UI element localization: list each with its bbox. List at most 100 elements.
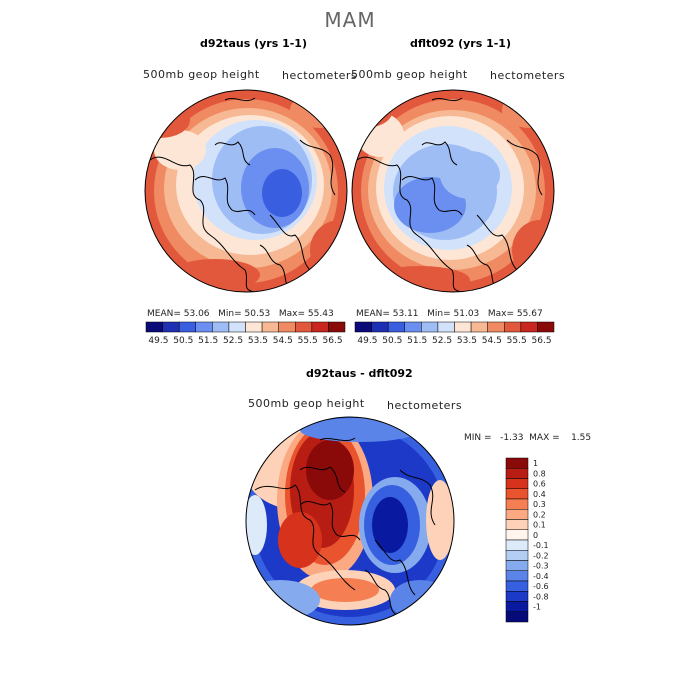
diff-colorbar-swatch: [505, 611, 529, 623]
panel2-map-border: [351, 89, 555, 293]
panel2-colorbar-swatch: [470, 321, 488, 333]
diff-title: d92taus - dflt092: [306, 367, 413, 380]
panel1-colorbar-tick-label: 50.5: [173, 336, 193, 346]
diff-colorbar: 10.8 0.60.40.30.2 0.10-0.1-0.2 -0.3-0.4-0.6…: [505, 457, 549, 623]
diff-colorbar-swatch: [505, 529, 529, 541]
diff-colorbar-swatch: [505, 580, 529, 592]
diff-colorbar-swatch: [505, 498, 529, 510]
panel1-colorbar: 49.5 50.5 51.5 52.5 53.5 54.5 55.5 56.5: [145, 321, 346, 346]
panel2-variable: 500mb geop height: [351, 68, 468, 81]
diff-colorbar-tick-label: 0.2: [533, 510, 546, 519]
panel2-min-value: 51.03: [453, 309, 480, 319]
panel1-colorbar-tick-label: 56.5: [323, 336, 343, 346]
panel2-colorbar-swatch: [454, 321, 472, 333]
panel2-colorbar-swatch: [354, 321, 372, 333]
panel1-colorbar-swatch: [195, 321, 213, 333]
panel1-colorbar-swatch: [245, 321, 263, 333]
panel2-max-value: 55.67: [516, 309, 543, 319]
panel2-colorbar-tick-label: 54.5: [482, 336, 502, 346]
panel2-colorbar-tick-label: 50.5: [382, 336, 402, 346]
panel1-colorbar-swatch: [261, 321, 279, 333]
panel1-colorbar-tick-label: 55.5: [298, 336, 318, 346]
diff-colorbar-swatch: [505, 509, 529, 520]
panel1-min-value: 50.53: [244, 309, 271, 319]
panel1-mean-value: 53.06: [183, 309, 210, 319]
panel2-colorbar-swatch: [437, 321, 455, 333]
panel1-colorbar-swatch: [278, 321, 296, 333]
panel2-colorbar-tick-label: 56.5: [532, 336, 552, 346]
panel2-colorbar-swatch: [537, 321, 555, 333]
panel1-colorbar-tick-label: 49.5: [148, 336, 168, 346]
panel1-units: hectometers: [282, 69, 358, 82]
panel2-map: [352, 90, 554, 292]
diff-colorbar-tick-label: -0.8: [533, 592, 549, 601]
diff-colorbar-swatch: [505, 478, 529, 489]
diff-units: hectometers: [387, 399, 463, 412]
panel2-colorbar-swatch: [371, 321, 389, 333]
panel1-max-label: Max=: [278, 309, 306, 319]
diff-colorbar-tick-label: -0.3: [533, 562, 549, 571]
diff-colorbar-tick-label: 0: [533, 531, 538, 540]
diff-stats: MIN = -1.33 MAX = 1.55: [464, 433, 592, 443]
panel1-colorbar-swatch: [145, 321, 163, 333]
diff-variable: 500mb geop height: [248, 397, 365, 410]
panel1-variable: 500mb geop height: [143, 68, 260, 81]
diff-colorbar-swatch: [505, 468, 529, 479]
panel2-colorbar-swatch: [520, 321, 538, 333]
panel2-mean-value: 53.11: [392, 309, 419, 319]
diff-colorbar-swatch: [505, 488, 529, 500]
diff-colorbar-swatch: [505, 550, 529, 561]
diff-colorbar-swatch: [505, 539, 529, 551]
panel2-colorbar-swatch: [387, 321, 405, 333]
diff-colorbar-tick-label: 0.6: [533, 480, 546, 489]
diff-colorbar-swatch: [505, 560, 529, 571]
diff-colorbar-tick-label: 0.4: [533, 490, 546, 499]
diff-colorbar-tick-label: 1: [533, 459, 538, 468]
panel1-colorbar-tick-label: 54.5: [273, 336, 293, 346]
panel2-colorbar-swatch: [404, 321, 422, 333]
panel1-colorbar-swatch: [328, 321, 346, 333]
diff-colorbar-swatch: [505, 601, 529, 612]
panel2-max-label: Max=: [487, 309, 515, 319]
diff-colorbar-swatch: [505, 519, 529, 530]
panel2-colorbar-swatch: [504, 321, 522, 333]
diff-map: [246, 417, 454, 625]
panel1-map: [145, 90, 347, 292]
diff-map-border: [245, 416, 455, 626]
panel2-colorbar-swatch: [421, 321, 439, 333]
panel1-colorbar-swatch: [162, 321, 180, 333]
panel1-colorbar-swatch: [228, 321, 246, 333]
panel2-colorbar-tick-label: 55.5: [507, 336, 527, 346]
panel1-mean-label: MEAN=: [147, 309, 181, 319]
panel2-title: dflt092 (yrs 1-1): [410, 37, 511, 50]
panel1-min-label: Min=: [218, 309, 242, 319]
panel2-units: hectometers: [490, 69, 566, 82]
diff-colorbar-tick-label: -0.1: [533, 541, 549, 550]
panel2-colorbar-swatch: [487, 321, 505, 333]
panel1-colorbar-swatch: [295, 321, 313, 333]
panel1-colorbar-tick-label: 53.5: [248, 336, 268, 346]
diff-colorbar-swatch: [505, 457, 529, 469]
diff-colorbar-tick-label: -0.4: [533, 572, 549, 581]
panel2-colorbar: 49.5 50.5 51.5 52.5 53.5 54.5 55.5 56.5: [354, 321, 555, 346]
diff-colorbar-tick-label: 0.3: [533, 500, 546, 509]
diff-colorbar-tick-label: -1: [533, 603, 541, 612]
panel1-max-value: 55.43: [307, 309, 334, 319]
panel2-colorbar-tick-label: 53.5: [457, 336, 477, 346]
panel2-colorbar-tick-label: 49.5: [357, 336, 377, 346]
panel2-colorbar-tick-label: 51.5: [407, 336, 427, 346]
panel2-mean-label: MEAN=: [356, 309, 390, 319]
diff-colorbar-tick-label: -0.6: [533, 582, 549, 591]
panel2-stats: MEAN= 53.11 Min= 51.03 Max= 55.67: [356, 309, 543, 319]
panel2-colorbar-tick-label: 52.5: [432, 336, 452, 346]
panel1-title: d92taus (yrs 1-1): [200, 37, 307, 50]
panel1-colorbar-tick-label: 52.5: [223, 336, 243, 346]
panel1-stats: MEAN= 53.06 Min= 50.53 Max= 55.43: [147, 309, 334, 319]
diff-colorbar-tick-label: -0.2: [533, 551, 549, 560]
panel1-colorbar-tick-label: 51.5: [198, 336, 218, 346]
season-title: MAM: [324, 8, 376, 32]
panel1-colorbar-swatch: [212, 321, 230, 333]
panel1-map-border: [144, 89, 348, 293]
diff-colorbar-tick-label: 0.8: [533, 469, 546, 478]
